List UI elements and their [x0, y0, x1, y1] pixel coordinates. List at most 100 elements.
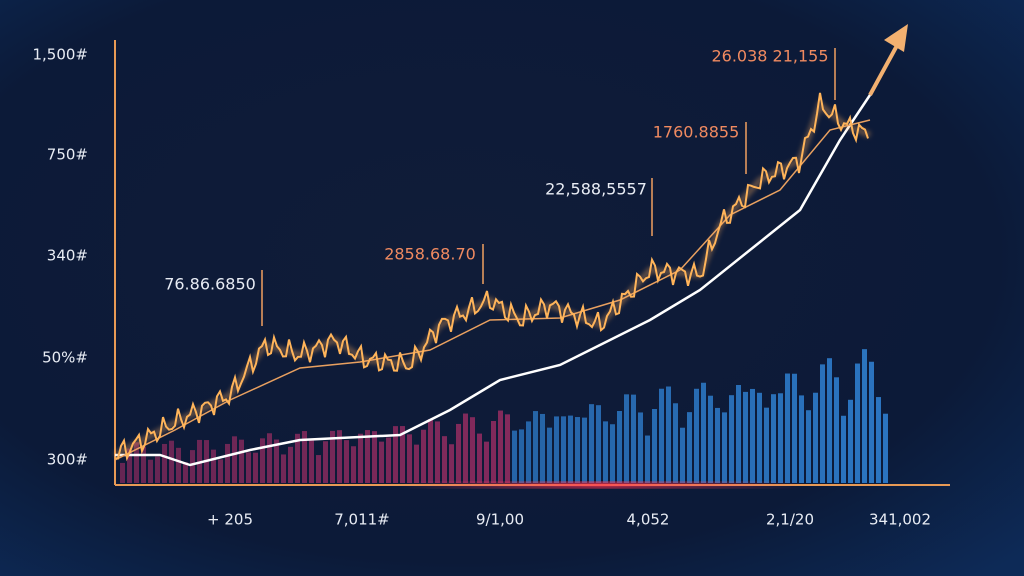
axis-glow: [400, 482, 800, 488]
volume-bar: [862, 349, 867, 483]
volume-bar: [134, 442, 139, 483]
volume-bar: [708, 395, 713, 483]
volume-bar: [505, 414, 510, 483]
volume-bar: [456, 423, 461, 483]
volume-bar: [736, 384, 741, 483]
volume-bar: [302, 431, 307, 483]
trend-line: [115, 94, 872, 467]
volume-bar: [225, 443, 230, 483]
x-tick-label: 7,011#: [334, 511, 390, 529]
volume-bar: [771, 394, 776, 483]
x-tick-label: 341,002: [869, 511, 931, 529]
volume-bar: [701, 382, 706, 483]
volume-bar: [799, 395, 804, 483]
volume-bar: [827, 358, 832, 483]
volume-bar: [218, 459, 223, 483]
volume-bar: [876, 397, 881, 483]
volume-bar: [834, 377, 839, 483]
volume-bar: [533, 411, 538, 483]
annotation: 2858.68.70: [384, 245, 476, 264]
volume-bar: [281, 454, 286, 483]
price-path: [114, 92, 869, 462]
volume-bar: [470, 417, 475, 483]
volume-bar: [666, 386, 671, 483]
volume-bar: [239, 439, 244, 483]
volume-bar: [694, 388, 699, 483]
volume-bar: [414, 444, 419, 483]
price-line: [114, 92, 869, 462]
volume-bar: [288, 446, 293, 483]
volume-bar: [757, 392, 762, 483]
volume-bar: [386, 437, 391, 483]
volume-bar: [883, 413, 888, 483]
volume-bar: [407, 434, 412, 483]
volume-bar: [337, 430, 342, 483]
annotation: 26.038 21,155: [711, 47, 828, 66]
volume-bar: [743, 391, 748, 483]
volume-bar: [323, 441, 328, 483]
volume-bar: [211, 449, 216, 483]
volume-bar: [806, 410, 811, 483]
volume-bar: [309, 439, 314, 483]
volume-bar: [428, 419, 433, 483]
volume-bar: [253, 452, 258, 483]
volume-bar: [400, 426, 405, 483]
volume-bar: [729, 395, 734, 483]
arrow-shaft: [868, 39, 902, 96]
y-tick-label: 50%#: [42, 349, 88, 367]
volume-bar: [603, 421, 608, 483]
volume-bar: [435, 421, 440, 483]
volume-bar: [141, 446, 146, 483]
y-tick-label: 300#: [47, 451, 88, 469]
volume-bar: [589, 404, 594, 483]
volume-bar: [561, 416, 566, 483]
volume-bar: [155, 456, 160, 483]
volume-bar: [624, 394, 629, 483]
volume-bar: [449, 444, 454, 483]
volume-bar: [379, 441, 384, 483]
volume-bar: [764, 407, 769, 483]
volume-bar: [813, 392, 818, 483]
volume-bar: [365, 430, 370, 483]
y-tick-label: 340#: [47, 247, 88, 265]
volume-bar: [519, 429, 524, 483]
volume-bar: [393, 426, 398, 483]
volume-bar: [232, 436, 237, 483]
annotation: 22,588,5557: [545, 180, 647, 199]
x-tick-label: 9/1,00: [476, 511, 524, 529]
volume-bar: [526, 421, 531, 483]
annotation: 76.86.6850: [164, 275, 256, 294]
volume-bar: [148, 459, 153, 483]
volume-bar: [183, 462, 188, 483]
volume-bar: [673, 403, 678, 483]
volume-bar: [792, 373, 797, 483]
volume-bar: [127, 448, 132, 483]
volume-bar: [540, 413, 545, 483]
volume-bar: [652, 408, 657, 483]
volume-bar: [722, 412, 727, 483]
volume-bar: [316, 455, 321, 483]
volume-bar: [267, 433, 272, 483]
volume-bar: [162, 443, 167, 483]
volume-bar: [715, 407, 720, 483]
volume-bar: [547, 427, 552, 483]
volume-bar: [638, 412, 643, 483]
volume-bar: [246, 452, 251, 483]
volume-bar: [610, 424, 615, 483]
volume-bar: [421, 429, 426, 483]
volume-bar: [190, 450, 195, 483]
volume-bar: [484, 441, 489, 483]
volume-bar: [631, 394, 636, 483]
volume-bar: [274, 439, 279, 483]
volume-bar: [295, 433, 300, 483]
volume-bar: [344, 440, 349, 483]
volume-bar: [169, 440, 174, 483]
volume-bar: [680, 427, 685, 483]
volume-bar: [575, 417, 580, 483]
volume-bar: [869, 361, 874, 483]
volume-bar: [582, 417, 587, 483]
volume-bar: [617, 410, 622, 483]
volume-bar: [596, 405, 601, 483]
